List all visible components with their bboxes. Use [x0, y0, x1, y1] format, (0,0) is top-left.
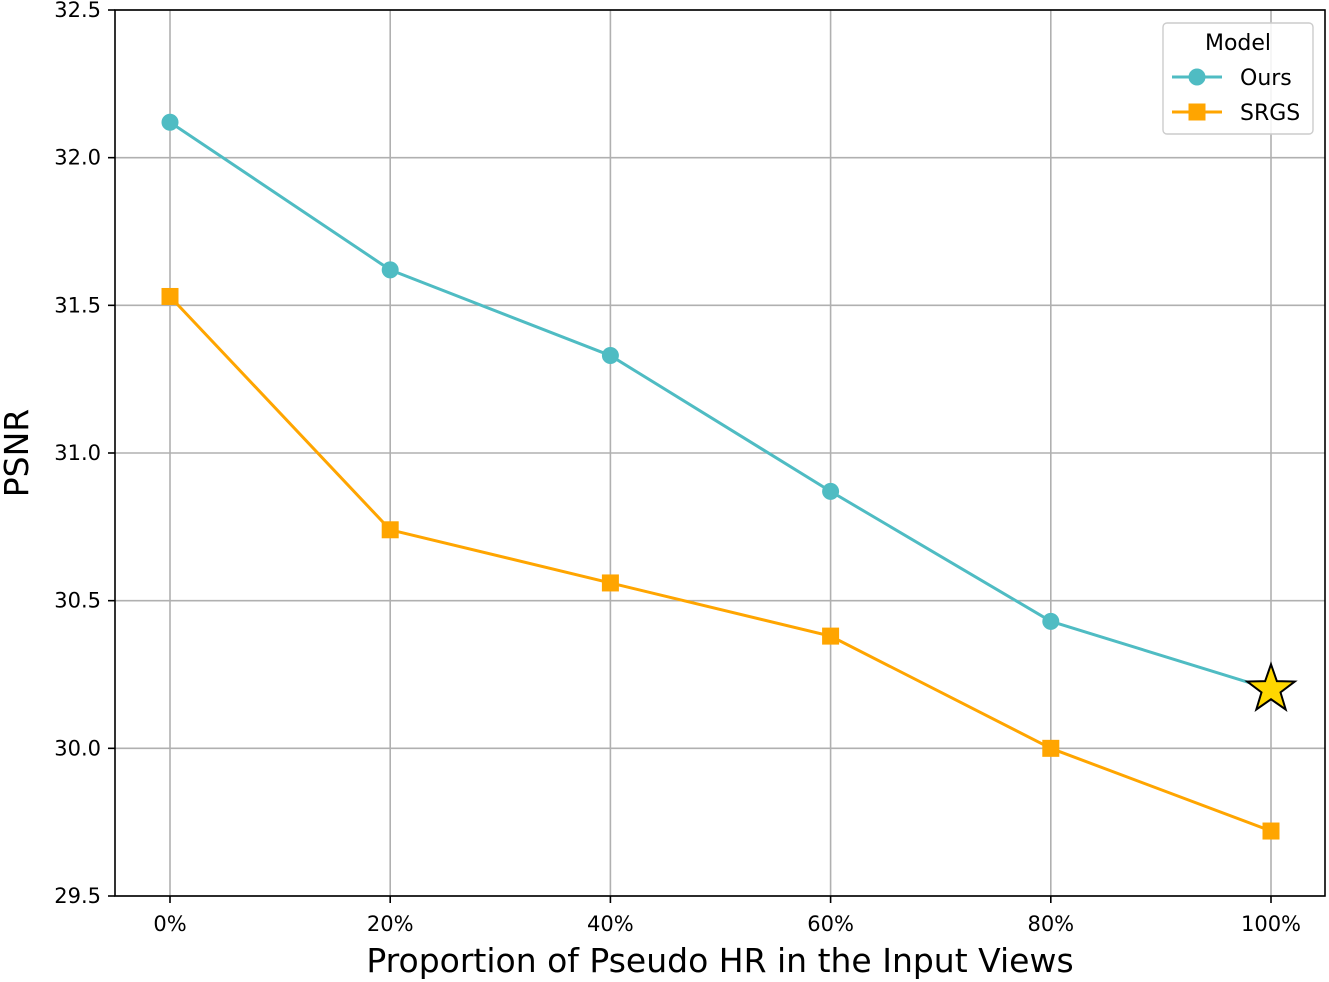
x-tick-label: 20% [367, 912, 414, 936]
data-point-srgs [381, 521, 399, 539]
data-point-ours [161, 113, 179, 131]
data-point-srgs [601, 574, 619, 592]
y-tick-label: 32.0 [54, 146, 101, 170]
y-tick-label: 30.0 [54, 736, 101, 760]
y-tick-label: 31.5 [54, 293, 101, 317]
legend-entry-srgs: SRGS [1172, 101, 1300, 126]
legend: Model Ours SRGS [1162, 22, 1314, 135]
y-axis-label: PSNR [0, 409, 36, 497]
y-tick-label: 30.5 [54, 589, 101, 613]
grid [115, 9, 1325, 897]
series-srgs [161, 287, 1280, 840]
data-point-ours [1042, 612, 1060, 630]
series-layer [161, 113, 1280, 840]
series-line-ours [169, 120, 1272, 691]
data-point-srgs [1042, 739, 1060, 757]
y-tick-label: 32.5 [54, 0, 101, 22]
legend-label: Ours [1240, 66, 1292, 91]
y-tick-label: 29.5 [54, 884, 101, 908]
legend-entry-ours: Ours [1172, 66, 1292, 91]
data-point-ours [601, 347, 619, 365]
legend-marker-ours [1188, 68, 1206, 86]
axis-ticks: 0% 20% 40% 60% 80% 100% 29.5 30.0 30.5 31.0 31.5 32… [54, 0, 1301, 936]
series-line-srgs [168, 295, 1272, 833]
legend-marker-srgs [1188, 103, 1206, 121]
star-marker [1244, 661, 1298, 712]
x-tick-label: 40% [587, 912, 634, 936]
data-point-srgs [161, 287, 179, 305]
legend-title: Model [1205, 31, 1271, 56]
legend-label: SRGS [1240, 101, 1300, 126]
data-point-ours [381, 261, 399, 279]
x-tick-label: 100% [1241, 912, 1301, 936]
data-point-srgs [1262, 822, 1280, 840]
data-point-ours [822, 482, 840, 500]
annotation-layer [1244, 661, 1298, 712]
x-tick-label: 80% [1027, 912, 1074, 936]
x-tick-label: 60% [807, 912, 854, 936]
legend-entries: Ours SRGS [1172, 66, 1300, 126]
x-axis-label: Proportion of Pseudo HR in the Input Vie… [366, 941, 1073, 980]
series-ours [161, 113, 1272, 691]
data-point-srgs [822, 627, 840, 645]
y-tick-label: 31.0 [54, 441, 101, 465]
x-tick-label: 0% [153, 912, 186, 936]
